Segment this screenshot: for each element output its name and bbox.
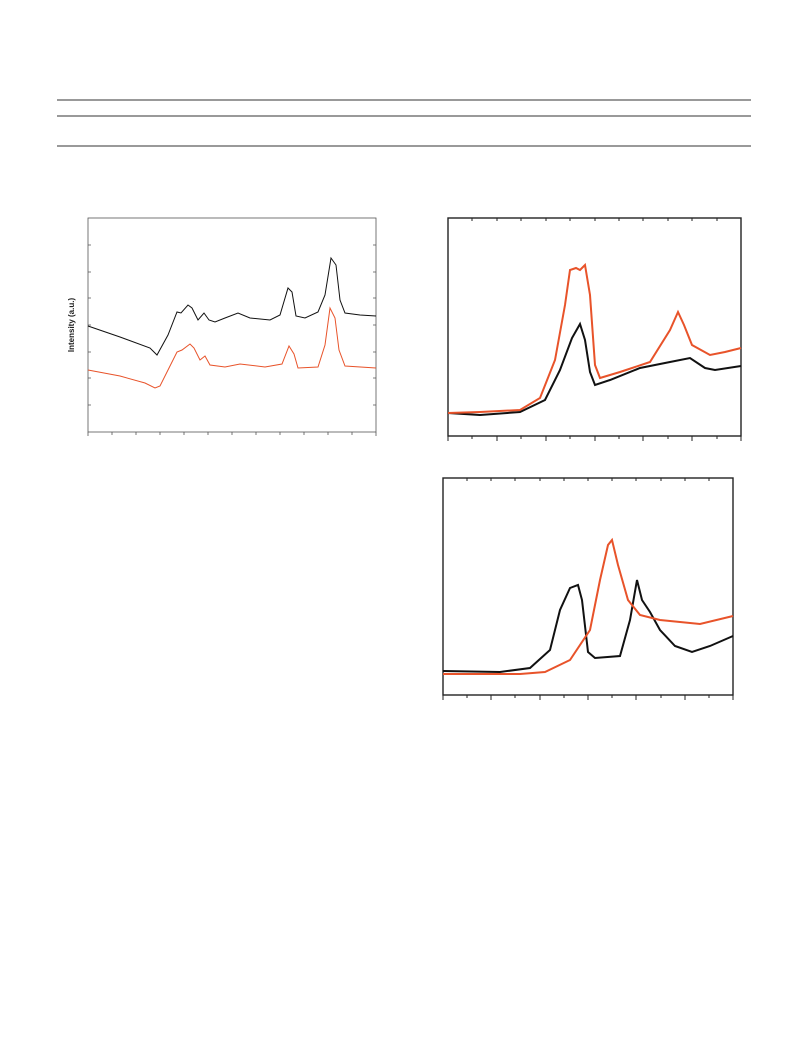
ticks	[87, 244, 377, 436]
header-rules	[57, 99, 751, 147]
curve-red	[87, 306, 377, 389]
panel-1: Intensity (a.u.)	[67, 217, 377, 436]
ticks	[447, 218, 742, 441]
plot-frame	[87, 217, 377, 433]
y-axis-label: Intensity (a.u.)	[67, 298, 76, 353]
curve-red	[443, 537, 734, 675]
ticks	[442, 478, 734, 700]
curve-black	[447, 321, 742, 417]
curve-black	[87, 256, 377, 356]
plot-frame	[447, 217, 742, 437]
curve-black	[442, 579, 734, 674]
panel-2	[447, 217, 742, 441]
curve-red	[447, 262, 742, 414]
panel-3	[442, 477, 734, 700]
plot-frame	[442, 477, 734, 696]
